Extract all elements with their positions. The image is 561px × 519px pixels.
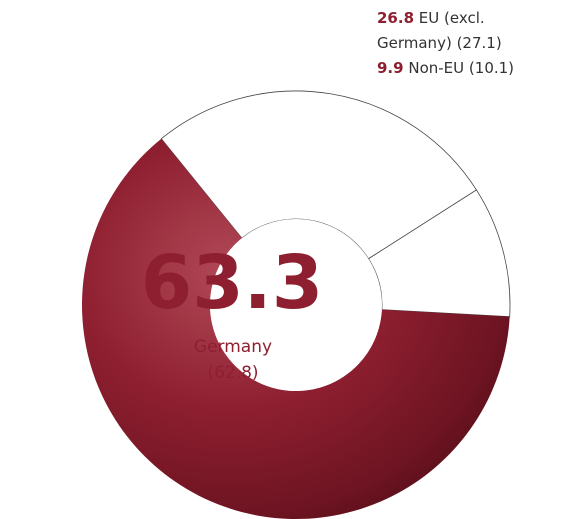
legend-previous: (27.1) [456,34,502,52]
donut-segment [367,189,511,318]
donut-hole [210,219,382,391]
legend-value: 9.9 [377,59,404,77]
donut-segment [81,138,510,519]
legend-entry: 26.8 EU (excl. Germany) (27.1) [377,6,557,56]
legend-value: 26.8 [377,9,415,27]
legend-label: EU (excl. Germany) [377,9,485,52]
center-value: 63.3 [141,240,324,326]
center-category: Germany [194,337,272,357]
center-previous: (62.8) [207,363,258,383]
legend-previous: (10.1) [468,59,515,77]
legend-entry: 9.9 Non-EU (10.1) [377,56,557,81]
legend-label: Non-EU [408,59,465,77]
legend: 26.8 EU (excl. Germany) (27.1) 9.9 Non-EU… [377,6,557,81]
